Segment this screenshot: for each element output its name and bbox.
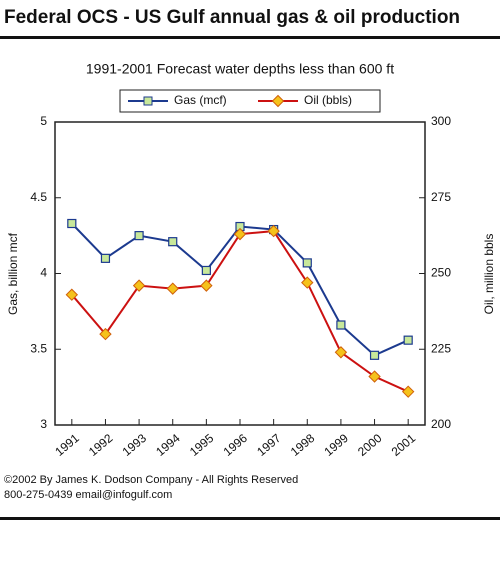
- x-tick-label: 1992: [86, 431, 116, 459]
- point-marker: [200, 279, 213, 292]
- y-tick-label: 3.5: [30, 341, 47, 355]
- series-line: [71, 230, 409, 393]
- x-tick-label: 1995: [187, 431, 217, 459]
- y2-tick-label: 225: [431, 341, 451, 355]
- x-tick-label: 1997: [254, 431, 284, 459]
- y-tick-label: 4.5: [30, 190, 47, 204]
- point-marker: [166, 282, 179, 295]
- point-marker: [233, 227, 247, 241]
- point-marker: [302, 258, 312, 268]
- bottom-rule: [0, 517, 500, 520]
- x-tick-label: 2001: [389, 431, 419, 459]
- point-marker: [65, 288, 79, 301]
- y2-axis-label: Oil, million bbls: [482, 234, 496, 315]
- point-marker: [134, 231, 144, 241]
- y2-tick-label: 250: [431, 266, 451, 280]
- plot-frame: [54, 121, 426, 426]
- point-marker: [67, 218, 77, 229]
- legend-label: Oil (bbls): [304, 93, 352, 107]
- point-marker: [100, 253, 111, 263]
- point-marker: [369, 350, 380, 360]
- x-tick-label: 1993: [120, 431, 150, 459]
- y2-tick-label: 300: [431, 114, 451, 128]
- x-tick-label: 2000: [355, 431, 385, 459]
- series-line: [71, 222, 409, 357]
- point-marker: [168, 237, 178, 247]
- footer-line: ©2002 By James K. Dodson Company - All R…: [4, 474, 298, 486]
- point-marker: [267, 224, 280, 238]
- legend-marker: [271, 94, 285, 108]
- y-tick-label: 3: [40, 417, 47, 431]
- point-marker: [301, 276, 314, 289]
- title-rule: [0, 36, 500, 39]
- point-marker: [334, 346, 348, 359]
- point-marker: [201, 265, 211, 276]
- footer-line: 800-275-0439 email@infogulf.com: [4, 489, 172, 501]
- x-tick-label: 1994: [153, 431, 183, 459]
- y2-tick-label: 200: [431, 417, 451, 431]
- point-marker: [368, 370, 381, 383]
- y-tick-label: 5: [40, 114, 47, 128]
- y-axis-label: Gas, billion mcf: [6, 232, 20, 315]
- chart-title: Federal OCS - US Gulf annual gas & oil p…: [4, 7, 460, 28]
- point-marker: [132, 279, 146, 292]
- point-marker: [99, 327, 112, 341]
- legend-label: Gas (mcf): [174, 93, 227, 107]
- x-tick-label: 1999: [321, 431, 351, 459]
- legend-marker: [143, 96, 153, 106]
- x-tick-label: 1998: [288, 431, 318, 459]
- y-tick-label: 4: [40, 266, 47, 280]
- point-marker: [336, 320, 346, 330]
- chart-subtitle: 1991-2001 Forecast water depths less tha…: [86, 61, 394, 77]
- legend-box: [119, 89, 381, 113]
- x-tick-label: 1996: [221, 431, 251, 459]
- x-tick-label: 1991: [52, 431, 82, 459]
- point-marker: [401, 385, 415, 398]
- y2-tick-label: 275: [431, 190, 451, 204]
- point-marker: [403, 335, 413, 345]
